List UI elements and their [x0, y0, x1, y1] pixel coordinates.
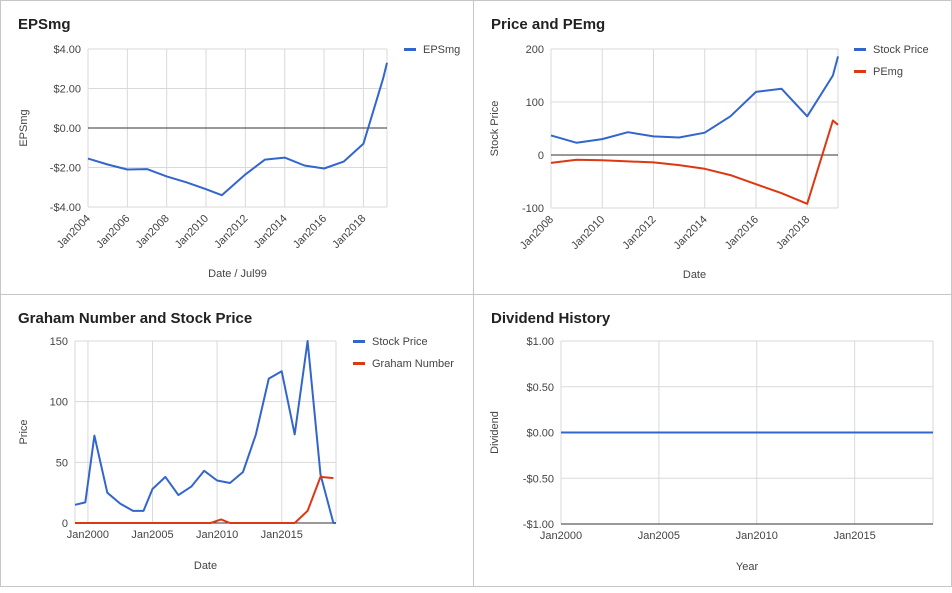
y-axis-label: Dividend [489, 411, 501, 454]
x-tick-label: Jan2008 [133, 213, 171, 251]
legend-label-stock-price: Stock Price [372, 336, 428, 348]
x-tick-label: Jan2008 [518, 214, 556, 252]
x-tick-label: Jan2010 [569, 214, 607, 252]
x-tick-label: Jan2014 [672, 214, 710, 252]
x-tick-label: Jan2010 [736, 530, 778, 542]
y-tick-label: 50 [56, 457, 68, 469]
y-tick-label: $0.00 [53, 123, 81, 135]
y-tick-label: -$0.50 [523, 473, 554, 485]
series-line-graham-number [75, 475, 334, 524]
x-tick-label: Jan2005 [131, 529, 173, 541]
y-tick-label: $0.50 [526, 382, 554, 394]
series-line-stock-price [550, 56, 839, 144]
y-tick-label: -100 [522, 203, 544, 215]
x-tick-label: Jan2010 [196, 529, 238, 541]
x-tick-label: Jan2015 [834, 530, 876, 542]
chart-title: Price and PEmg [491, 16, 605, 33]
legend-swatch-graham-number [353, 362, 365, 365]
y-tick-label: 0 [538, 150, 544, 162]
x-axis-label: Year [736, 561, 759, 573]
legend-label-pemg: PEmg [873, 66, 903, 78]
x-tick-label: Jan2016 [723, 214, 761, 252]
x-tick-label: Jan2018 [774, 214, 812, 252]
chart-title: EPSmg [18, 16, 71, 33]
x-tick-label: Jan2018 [330, 213, 368, 251]
x-tick-label: Jan2014 [251, 213, 289, 251]
legend-label-stock-price: Stock Price [873, 44, 929, 56]
y-tick-label: 100 [526, 97, 544, 109]
eps-chart-panel: EPSmg $4.00 $2.00 $0.00 -$2.00 -$4.00 Jan2004 J… [0, 0, 474, 295]
y-tick-label: 150 [50, 336, 68, 348]
y-tick-label: $2.00 [53, 84, 81, 96]
x-tick-label: Jan2016 [291, 213, 329, 251]
chart-title: Dividend History [491, 310, 611, 327]
x-axis-label: Date / Jul99 [208, 268, 267, 280]
y-tick-label: -$2.00 [50, 163, 81, 175]
x-tick-label: Jan2012 [212, 213, 250, 251]
y-tick-label: $1.00 [526, 336, 554, 348]
legend-swatch-stock-price [353, 340, 365, 343]
legend-label-epsmg: EPSmg [423, 44, 460, 56]
price-pe-chart-panel: Price and PEmg 200 100 0 -100 Jan2008 Jan2010 J… [473, 0, 952, 295]
graham-chart-panel: Graham Number and Stock Price 150 100 50 0 Ja… [0, 294, 474, 587]
series-line-stock-price [74, 340, 336, 524]
y-tick-label: 200 [526, 44, 544, 56]
dividend-chart: Dividend History $1.00 $0.50 $0.00 -$0.50 -$1… [489, 310, 934, 573]
y-tick-label: $0.00 [526, 428, 554, 440]
series-line-epsmg [87, 62, 388, 197]
legend-swatch-stock-price [854, 48, 866, 51]
graham-chart: Graham Number and Stock Price150100500Ja… [18, 310, 454, 572]
y-tick-label: 0 [62, 518, 68, 530]
y-tick-label: -$4.00 [50, 202, 81, 214]
x-tick-label: Jan2004 [55, 213, 93, 251]
legend-swatch-pemg [854, 70, 866, 73]
dividend-chart-panel: Dividend History $1.00 $0.50 $0.00 -$0.50 -$1… [473, 294, 952, 587]
legend-label-graham-number: Graham Number [372, 358, 454, 370]
y-tick-label: $4.00 [53, 44, 81, 56]
y-axis-label: Stock Price [489, 101, 501, 157]
x-tick-label: Jan2015 [261, 529, 303, 541]
x-tick-label: Jan2000 [540, 530, 582, 542]
x-tick-label: Jan2000 [67, 529, 109, 541]
x-tick-label: Jan2005 [638, 530, 680, 542]
x-tick-label: Jan2006 [94, 213, 132, 251]
x-tick-label: Jan2010 [173, 213, 211, 251]
y-axis-label: Price [18, 419, 30, 444]
series-line-pemg [550, 119, 839, 205]
chart-title: Graham Number and Stock Price [18, 310, 252, 327]
x-axis-label: Date [194, 560, 217, 572]
legend-swatch-epsmg [404, 48, 416, 51]
y-tick-label: -$1.00 [523, 519, 554, 531]
x-axis-label: Date [683, 269, 706, 281]
y-axis-label: EPSmg [18, 109, 30, 146]
x-tick-label: Jan2012 [620, 214, 658, 252]
y-tick-label: 100 [50, 397, 68, 409]
